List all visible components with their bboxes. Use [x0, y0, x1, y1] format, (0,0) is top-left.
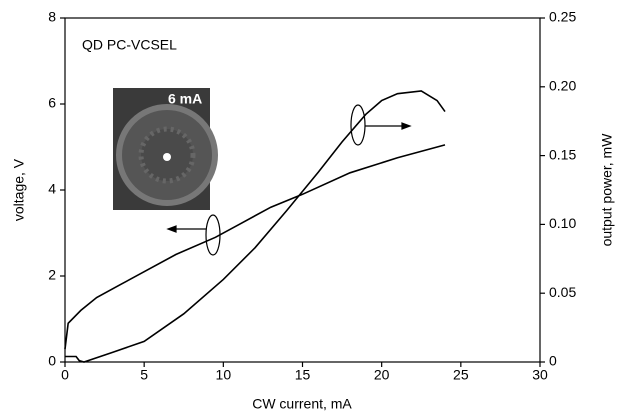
- y2-tick-label: 0.10: [549, 215, 576, 231]
- y-tick-label: 0: [48, 353, 56, 369]
- arrow-head: [401, 122, 412, 130]
- data-line: [64, 144, 446, 350]
- y2-tick-label: 0: [549, 353, 557, 369]
- y-tick-label: 8: [48, 9, 56, 25]
- y-tick-label: 6: [48, 95, 56, 111]
- y2-tick-label: 0.05: [549, 284, 576, 300]
- y2-tick-label: 0.15: [549, 146, 576, 162]
- x-tick-label: 30: [532, 367, 548, 383]
- x-tick-label: 5: [140, 367, 148, 383]
- ellipse-marker: [205, 214, 221, 256]
- data-line: [65, 90, 446, 363]
- x-tick-label: 0: [61, 367, 69, 383]
- annotation: 6 mA: [168, 91, 202, 107]
- arrow-head: [166, 225, 177, 233]
- y-axis-label: voltage, V: [11, 158, 27, 221]
- y2-tick-label: 0.25: [549, 9, 576, 25]
- inset-image: [113, 88, 218, 210]
- y2-axis-label: output power, mW: [599, 133, 615, 247]
- y-tick-label: 2: [48, 267, 56, 283]
- ellipse-marker: [350, 104, 366, 146]
- x-tick-label: 20: [374, 367, 390, 383]
- y2-tick-label: 0.20: [549, 78, 576, 94]
- x-axis-label: CW current, mA: [252, 396, 352, 412]
- annotation-arrows: [166, 104, 412, 256]
- y-tick-label: 4: [48, 181, 56, 197]
- x-tick-label: 10: [216, 367, 232, 383]
- annotation: QD PC-VCSEL: [82, 37, 177, 53]
- x-tick-label: 15: [295, 367, 311, 383]
- x-tick-label: 25: [453, 367, 469, 383]
- inset-spot: [163, 153, 171, 161]
